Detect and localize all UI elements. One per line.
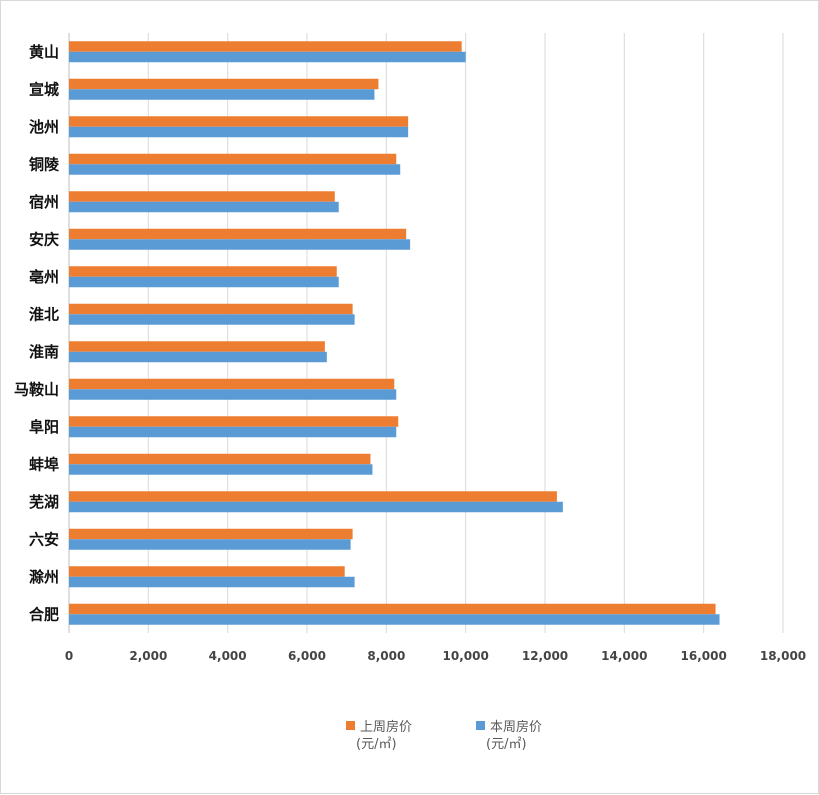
category-label: 芜湖 (29, 493, 59, 511)
bar-last-week (69, 191, 335, 202)
category-label: 淮北 (29, 305, 59, 323)
category-label: 宿州 (29, 193, 59, 211)
legend-unit-this-week: (元/㎡) (486, 737, 527, 752)
legend-swatch-last-week (346, 721, 355, 730)
legend-label-last-week: 上周房价 (360, 720, 413, 735)
legend-unit-last-week: (元/㎡) (356, 737, 397, 752)
bar-this-week (69, 539, 351, 550)
bar-last-week (69, 228, 407, 240)
bar-this-week (69, 351, 327, 363)
bar-last-week (69, 528, 353, 540)
category-label: 合肥 (28, 605, 59, 623)
category-label: 铜陵 (29, 155, 60, 173)
bar-last-week (69, 378, 395, 390)
category-label: 滁州 (29, 568, 59, 586)
bar-this-week (69, 389, 397, 400)
bar-this-week (69, 314, 355, 325)
bar-this-week (69, 464, 373, 475)
bar-this-week (69, 276, 339, 288)
bar-this-week (69, 501, 563, 513)
bar-this-week (69, 576, 355, 588)
x-tick-label: 14,000 (601, 649, 647, 663)
category-label: 池州 (29, 118, 59, 136)
bar-last-week (69, 416, 399, 427)
category-label: 安庆 (29, 230, 59, 248)
bar-last-week (69, 341, 325, 352)
bar-last-week (69, 116, 409, 127)
category-label: 亳州 (29, 268, 59, 286)
bar-this-week (69, 239, 411, 250)
x-tick-label: 0 (65, 649, 73, 663)
bar-last-week (69, 78, 379, 90)
bar-last-week (69, 453, 371, 465)
x-tick-label: 16,000 (681, 649, 727, 663)
bar-last-week (69, 303, 353, 315)
x-tick-label: 4,000 (209, 649, 247, 663)
bar-last-week (69, 153, 397, 165)
legend: 上周房价 (元/㎡) 本周房价 (元/㎡) (1, 719, 819, 759)
category-label: 马鞍山 (14, 380, 59, 398)
bar-this-week (69, 51, 466, 63)
legend-swatch-this-week (476, 721, 485, 730)
bar-last-week (69, 266, 337, 277)
bar-last-week (69, 491, 557, 502)
x-tick-label: 8,000 (367, 649, 405, 663)
x-tick-label: 2,000 (129, 649, 167, 663)
x-tick-label: 6,000 (288, 649, 326, 663)
bar-this-week (69, 126, 409, 138)
bar-this-week (69, 89, 375, 100)
bar-this-week (69, 426, 397, 438)
category-label: 六安 (29, 530, 59, 548)
bar-last-week (69, 566, 345, 577)
bar-last-week (69, 603, 716, 615)
bar-this-week (69, 614, 720, 625)
x-tick-label: 18,000 (760, 649, 806, 663)
category-label: 蚌埠 (29, 455, 59, 473)
category-label: 黄山 (29, 43, 59, 61)
x-tick-label: 12,000 (522, 649, 568, 663)
x-tick-label: 10,000 (443, 649, 489, 663)
bar-last-week (69, 41, 462, 52)
category-label: 宣城 (29, 80, 59, 98)
legend-item-this-week: 本周房价 (元/㎡) (476, 719, 542, 753)
legend-item-last-week: 上周房价 (元/㎡) (346, 719, 412, 753)
legend-label-this-week: 本周房价 (490, 720, 543, 735)
category-label: 阜阳 (29, 418, 59, 436)
bar-this-week (69, 201, 339, 213)
category-label: 淮南 (29, 343, 59, 361)
bar-this-week (69, 164, 401, 175)
